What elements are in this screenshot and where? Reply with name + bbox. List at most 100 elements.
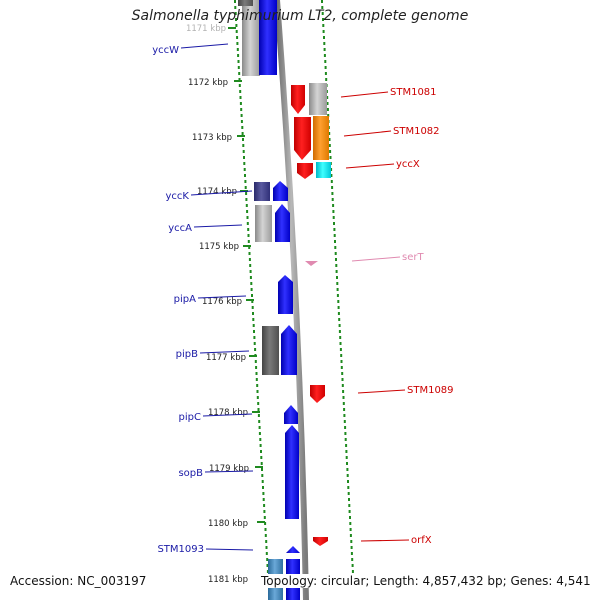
kbp-tick-label: 1180 kbp xyxy=(208,519,248,529)
tick-dot-left xyxy=(256,396,259,399)
gene-feature-STM1081-grey xyxy=(309,83,327,115)
gene-label-sopB[interactable]: sopB xyxy=(178,468,254,479)
tick-dot-left xyxy=(240,114,243,117)
gene-label-text: yccK xyxy=(166,191,190,202)
gene-label-pipC[interactable]: pipC xyxy=(179,412,253,423)
tick-dot-left xyxy=(261,474,264,477)
tick-dot-right xyxy=(341,384,344,387)
gene-label-STM1081[interactable]: STM1081 xyxy=(340,87,437,98)
tick-dot-left xyxy=(253,342,256,345)
tick-dot-right xyxy=(349,534,352,537)
kbp-tick: 1180 kbp xyxy=(208,519,265,529)
tick-dot-right xyxy=(337,300,340,303)
gene-label-text: yccW xyxy=(152,45,179,56)
tick-dot-left xyxy=(243,156,245,159)
tick-dot-right xyxy=(336,276,338,279)
tick-dot-right xyxy=(335,258,337,261)
tick-dot-left xyxy=(235,24,238,27)
tick-dot-right xyxy=(333,228,336,231)
gene-feature-serT-pink xyxy=(305,261,318,266)
tick-dot-left xyxy=(247,228,250,231)
tick-dot-right xyxy=(340,354,343,357)
gene-label-text: orfX xyxy=(411,535,432,546)
tick-dot-right xyxy=(334,252,337,255)
tick-dot-right xyxy=(332,216,335,219)
tick-dot-right xyxy=(350,552,353,555)
gene-feature-STM1082-orange xyxy=(313,116,329,160)
gene-label-serT[interactable]: serT xyxy=(351,252,424,263)
tick-dot-right xyxy=(333,234,336,237)
tick-dot-left xyxy=(235,30,238,33)
tick-dot-right xyxy=(331,198,334,201)
gene-label-text: yccX xyxy=(396,159,420,170)
tick-dot-right xyxy=(342,402,345,405)
tick-dot-right xyxy=(334,240,336,243)
kbp-tick: 1176 kbp xyxy=(202,297,254,307)
tick-dot-left xyxy=(253,330,255,333)
tick-dot-right xyxy=(323,42,326,45)
tick-dot-right xyxy=(336,294,339,297)
tick-dot-left xyxy=(246,210,249,213)
genome-backbone xyxy=(274,0,309,600)
tick-dot-left xyxy=(263,504,266,507)
kbp-tick-label: 1179 kbp xyxy=(209,464,249,474)
tick-dot-left xyxy=(252,312,254,315)
tick-dot-left xyxy=(238,72,241,75)
tick-dot-left xyxy=(246,222,249,225)
gene-label-yccA[interactable]: yccA xyxy=(168,223,243,234)
tick-dot-right xyxy=(327,114,330,117)
tick-dot-right xyxy=(339,348,342,351)
tick-dot-left xyxy=(249,270,252,273)
kbp-tick: 1179 kbp xyxy=(209,464,263,474)
tick-dot-left xyxy=(249,264,252,267)
gene-feature-yccA-grey xyxy=(255,205,272,242)
left-gene-labels: yccW yccK yccA pipA pipB pipC sopB STM1 xyxy=(152,43,254,555)
gene-label-pipA[interactable]: pipA xyxy=(174,294,247,305)
tick-dot-left xyxy=(235,18,237,21)
gene-label-pipB[interactable]: pipB xyxy=(176,349,250,360)
tick-dot-left xyxy=(247,234,250,237)
tick-dot-left xyxy=(262,486,264,489)
gene-label-yccW[interactable]: yccW xyxy=(152,43,229,56)
tick-dot-left xyxy=(264,534,267,537)
tick-dot-right xyxy=(351,570,354,573)
gene-feature-STM1081-red xyxy=(291,85,305,114)
tick-dot-right xyxy=(321,12,324,15)
gene-label-text: STM1082 xyxy=(393,126,440,137)
tick-dot-right xyxy=(324,60,327,63)
gene-feature-STM1082-red xyxy=(294,117,311,160)
tick-dot-left xyxy=(238,78,241,81)
gene-label-STM1089[interactable]: STM1089 xyxy=(357,385,454,396)
gene-feature-sopB-blue xyxy=(285,425,299,519)
gene-label-yccK[interactable]: yccK xyxy=(166,190,253,202)
tick-dot-left xyxy=(264,528,267,531)
tick-dot-left xyxy=(250,282,253,285)
tick-dot-left xyxy=(252,318,255,321)
gene-label-orfX[interactable]: orfX xyxy=(360,535,432,546)
tick-dot-left xyxy=(253,336,256,339)
tick-dot-right xyxy=(345,456,348,459)
tick-dot-left xyxy=(255,372,258,375)
tick-dot-right xyxy=(349,528,352,531)
accession-text: Accession: NC_003197 xyxy=(8,574,149,588)
tick-dot-right xyxy=(342,396,345,399)
gene-feature-STM1093-blue xyxy=(286,546,300,553)
tick-dot-right xyxy=(334,246,337,249)
gene-label-STM1093[interactable]: STM1093 xyxy=(157,544,254,555)
tick-dot-right xyxy=(347,486,350,489)
tick-dot-right xyxy=(340,360,343,363)
tick-dot-right xyxy=(343,414,346,417)
gene-label-STM1082[interactable]: STM1082 xyxy=(343,126,440,137)
tick-dot-left xyxy=(243,168,246,171)
tick-dot-right xyxy=(324,66,327,69)
tick-dot-left xyxy=(241,132,244,135)
tick-dot-right xyxy=(344,432,347,435)
gene-label-yccX[interactable]: yccX xyxy=(345,159,420,170)
tick-dot-left xyxy=(261,468,263,471)
kbp-tick: 1178 kbp xyxy=(208,408,260,418)
tick-dot-left xyxy=(261,480,264,483)
tick-dot-right xyxy=(338,318,341,321)
tick-dot-right xyxy=(335,270,338,273)
tick-dot-left xyxy=(264,522,267,525)
tick-dot-left xyxy=(236,36,239,39)
